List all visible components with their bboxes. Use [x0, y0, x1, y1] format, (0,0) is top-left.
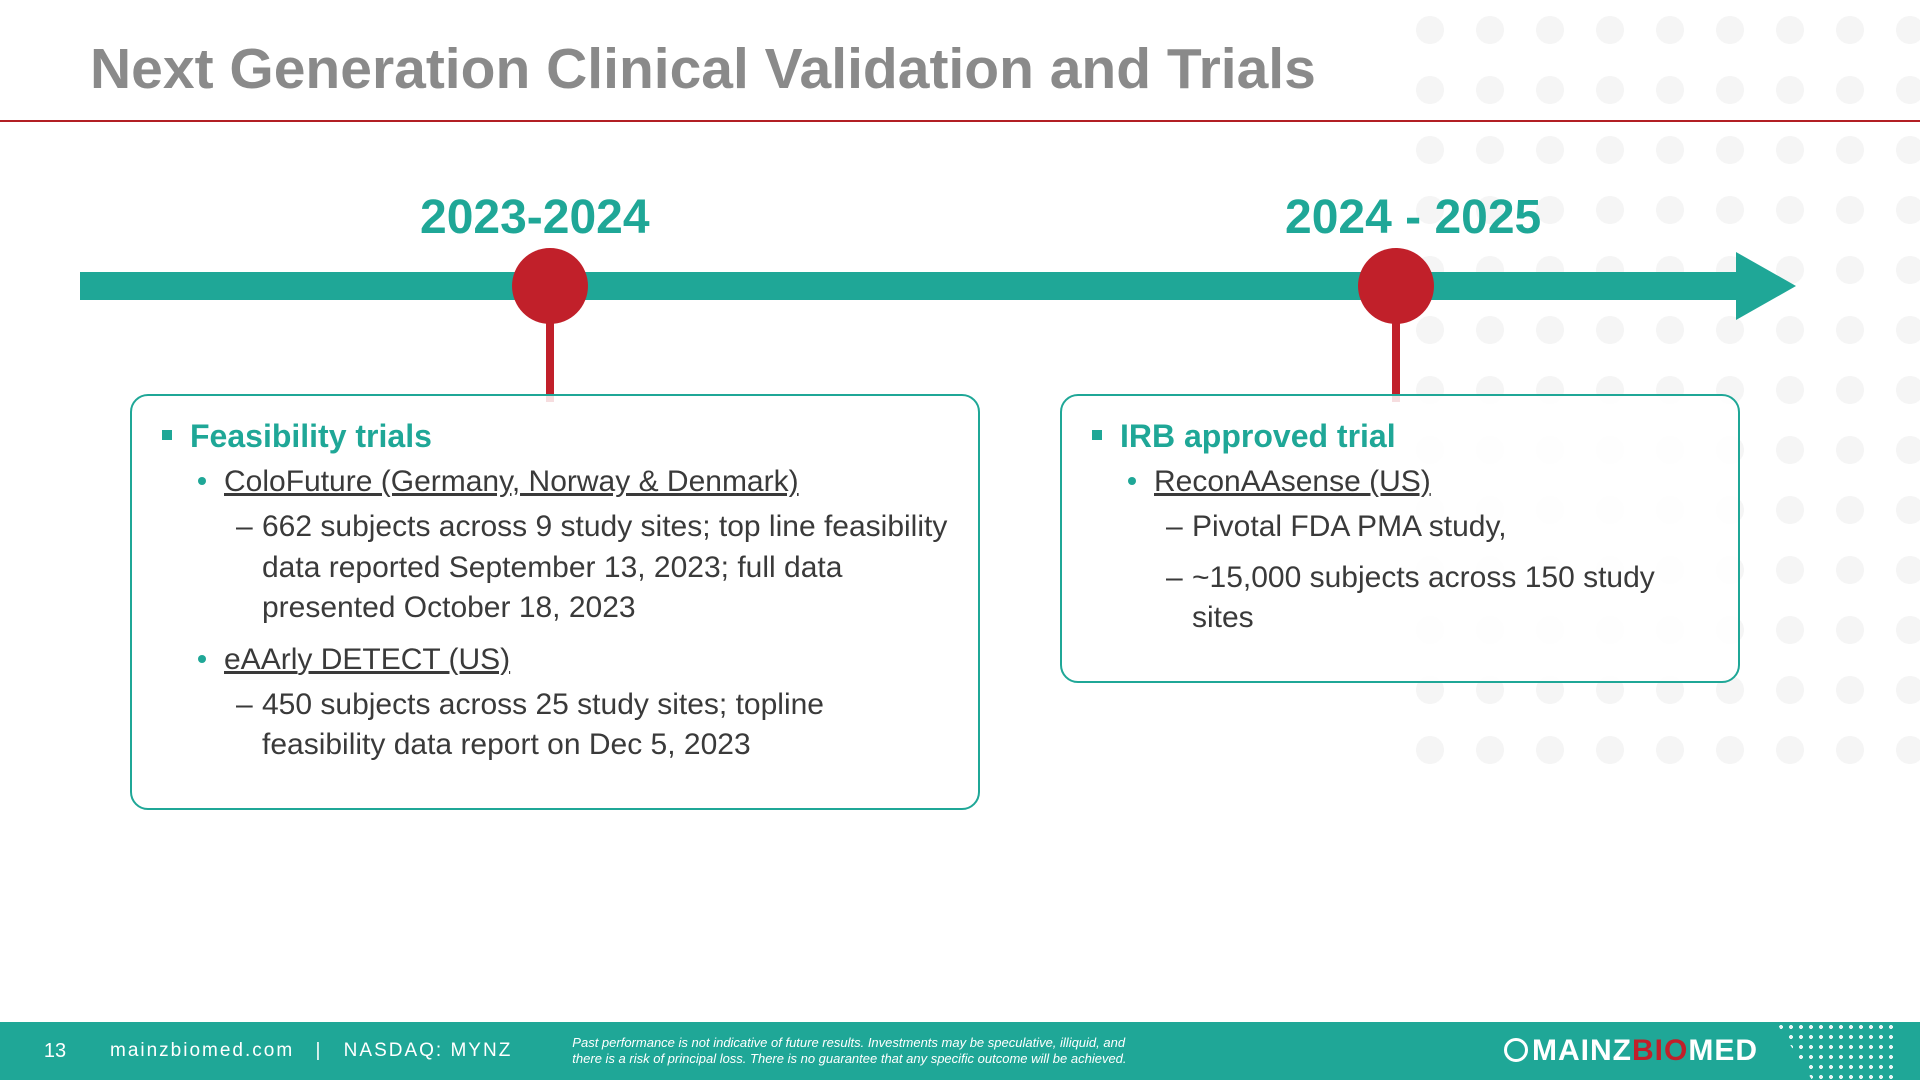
- logo-text: MAINZBIOMED: [1504, 1034, 1758, 1068]
- card1-trial-2-name: eAArly DETECT (US): [198, 643, 510, 677]
- timeline-node-1: [512, 248, 588, 324]
- logo-mid: BIO: [1632, 1034, 1688, 1067]
- slide: Next Generation Clinical Validation and …: [0, 0, 1920, 1080]
- page-number: 13: [0, 1040, 110, 1063]
- card2-trial-1-name: ReconAAsense (US): [1128, 465, 1431, 499]
- card1-trial-2-details: 450 subjects across 25 study sites; topl…: [198, 685, 948, 766]
- logo-suffix: MED: [1688, 1034, 1758, 1067]
- card1-trial-1-name: ColoFuture (Germany, Norway & Denmark): [198, 465, 799, 499]
- card1-trial-1: ColoFuture (Germany, Norway & Denmark) 6…: [198, 465, 948, 629]
- card2-trial-1: ReconAAsense (US) Pivotal FDA PMA study,…: [1128, 465, 1708, 639]
- timeline-card-2: IRB approved trial ReconAAsense (US) Piv…: [1060, 394, 1740, 683]
- card2-trials-list: ReconAAsense (US) Pivotal FDA PMA study,…: [1092, 465, 1708, 639]
- timeline-stem-1: [546, 318, 554, 402]
- card1-trial-2-detail-1: 450 subjects across 25 study sites; topl…: [236, 685, 948, 766]
- card1-section-header: Feasibility trials: [162, 418, 948, 455]
- timeline-stem-2: [1392, 318, 1400, 402]
- timeline-card-1: Feasibility trials ColoFuture (Germany, …: [130, 394, 980, 810]
- timeline: 2023-2024 2024 - 2025 Feasibility trials…: [80, 190, 1820, 810]
- period-label-1: 2023-2024: [420, 190, 650, 245]
- timeline-bar: [80, 272, 1740, 300]
- logo-prefix: MAINZ: [1532, 1034, 1632, 1067]
- period-label-2: 2024 - 2025: [1285, 190, 1541, 245]
- title-underline: [0, 120, 1920, 122]
- card1-trial-1-detail-1: 662 subjects across 9 study sites; top l…: [236, 507, 948, 629]
- logo-ring-icon: [1504, 1038, 1528, 1062]
- card2-trial-1-detail-1: Pivotal FDA PMA study,: [1166, 507, 1708, 548]
- footer-dots-icon: [1776, 1022, 1896, 1080]
- timeline-node-2: [1358, 248, 1434, 324]
- slide-title: Next Generation Clinical Validation and …: [90, 36, 1316, 102]
- card2-trial-1-detail-2: ~15,000 subjects across 150 study sites: [1166, 558, 1708, 639]
- footer-website: mainzbiomed.com: [110, 1040, 294, 1061]
- footer-disclaimer: Past performance is not indicative of fu…: [572, 1035, 1132, 1068]
- footer-ticker: NASDAQ: MYNZ: [344, 1040, 513, 1061]
- footer-bar: 13 mainzbiomed.com | NASDAQ: MYNZ Past p…: [0, 1022, 1920, 1080]
- footer-logo: MAINZBIOMED: [1504, 1022, 1920, 1080]
- timeline-arrowhead-icon: [1736, 252, 1796, 320]
- card1-trial-1-details: 662 subjects across 9 study sites; top l…: [198, 507, 948, 629]
- card2-trial-1-details: Pivotal FDA PMA study, ~15,000 subjects …: [1128, 507, 1708, 639]
- card2-section-header: IRB approved trial: [1092, 418, 1708, 455]
- footer-separator: |: [315, 1040, 322, 1061]
- card1-trials-list: ColoFuture (Germany, Norway & Denmark) 6…: [162, 465, 948, 766]
- footer-site-ticker: mainzbiomed.com | NASDAQ: MYNZ: [110, 1040, 512, 1062]
- card1-trial-2: eAArly DETECT (US) 450 subjects across 2…: [198, 643, 948, 766]
